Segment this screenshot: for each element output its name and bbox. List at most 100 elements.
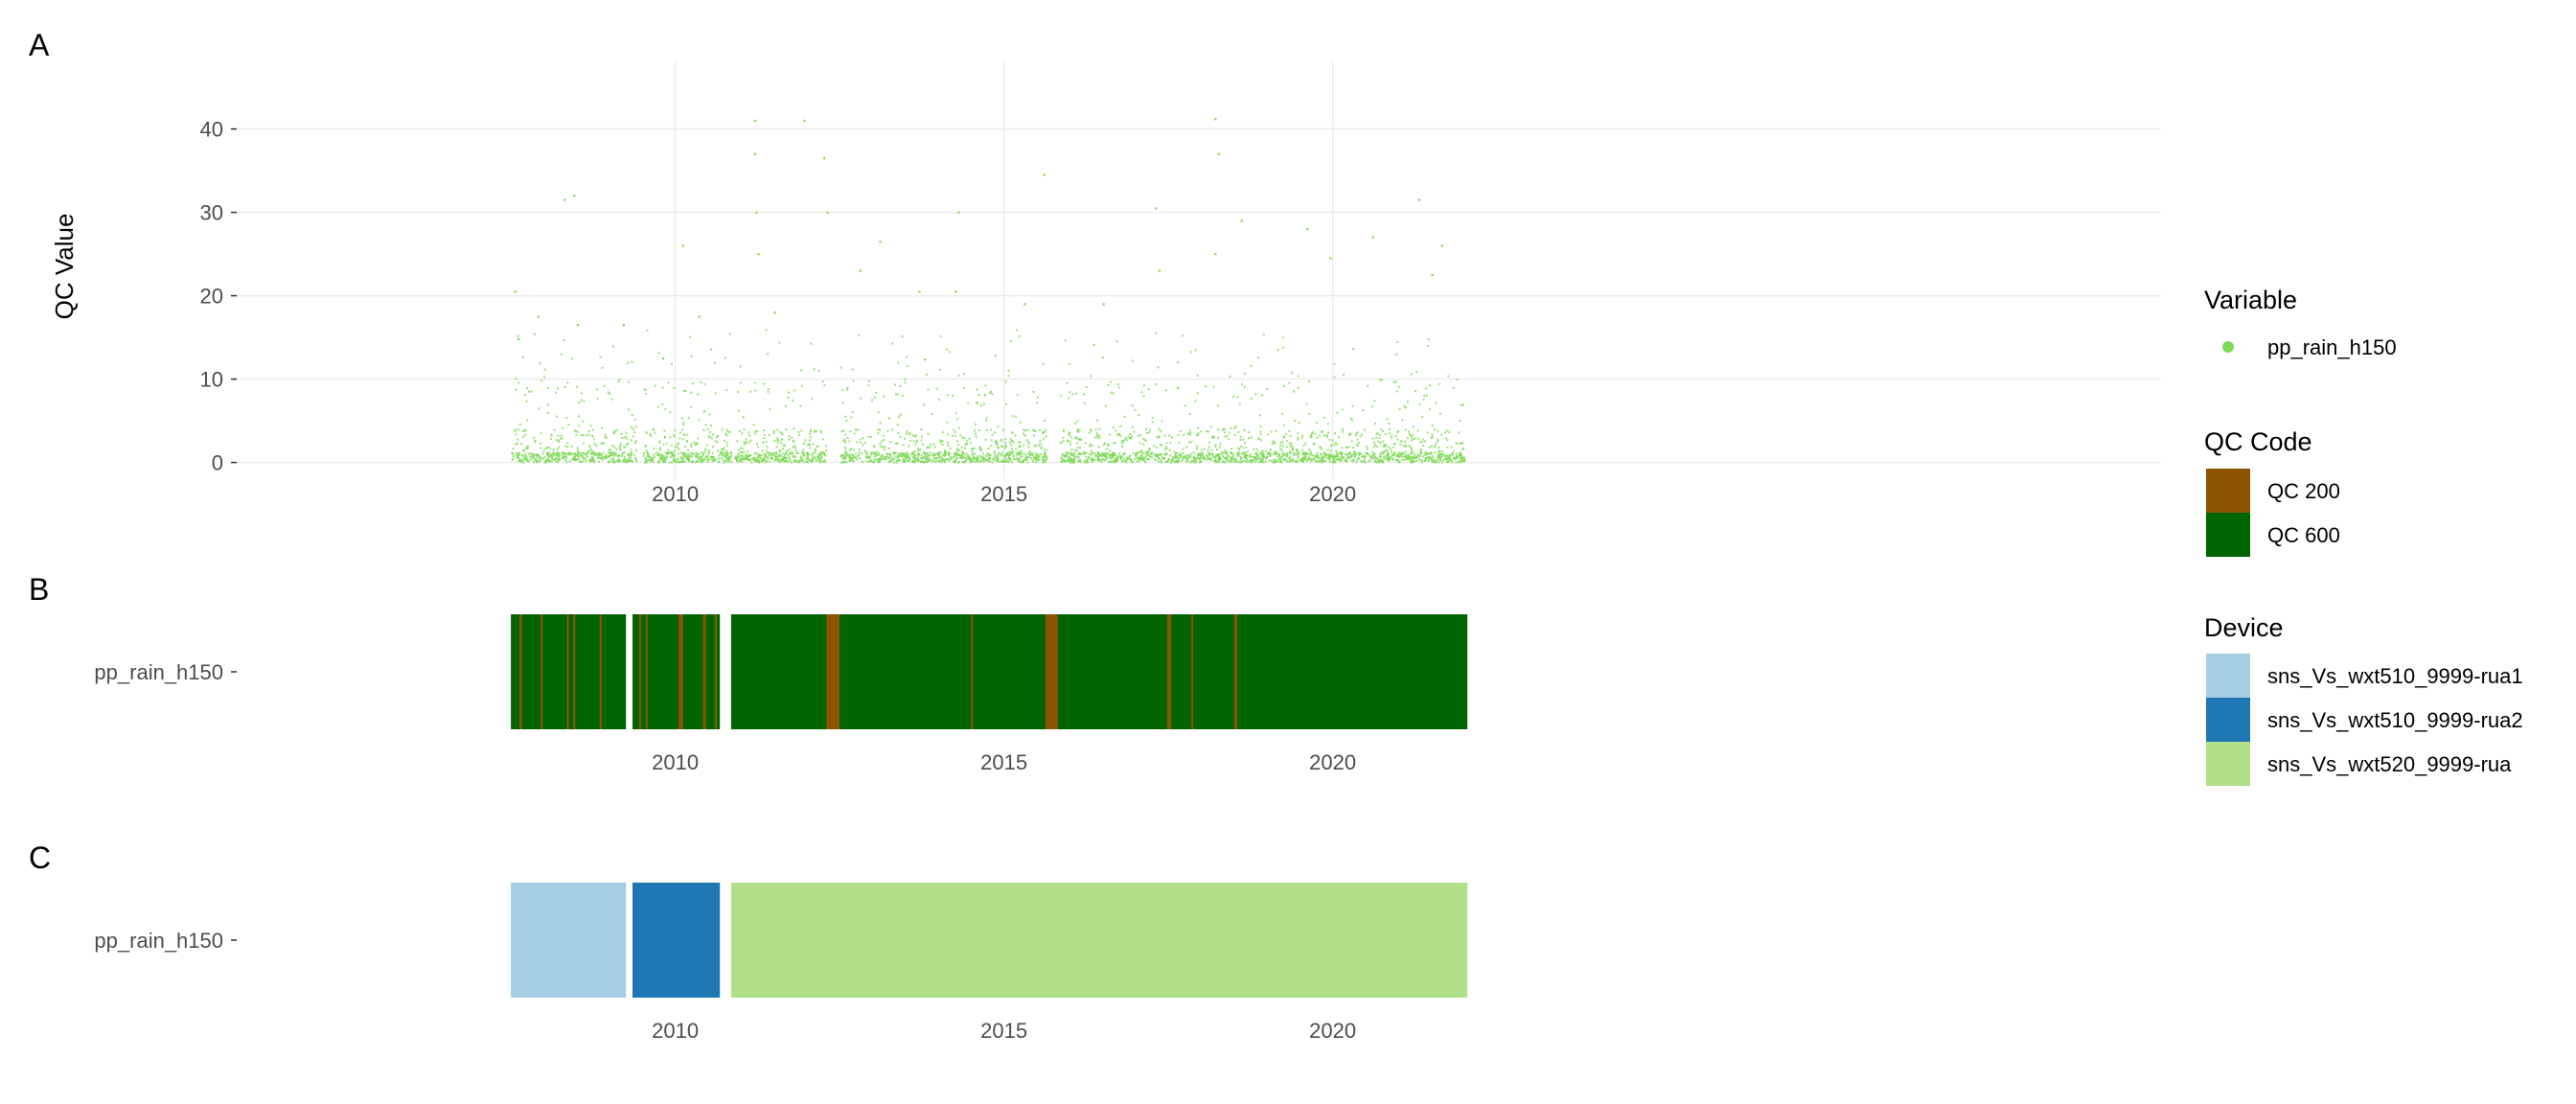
data-point (1460, 442, 1462, 445)
data-point (1115, 458, 1117, 461)
data-point (1333, 443, 1336, 446)
data-point (696, 452, 699, 455)
data-point (1067, 452, 1069, 455)
data-point (1285, 454, 1288, 457)
data-point (1282, 385, 1285, 388)
data-point (1300, 458, 1302, 461)
data-point (908, 439, 911, 442)
data-point (1238, 448, 1241, 450)
data-point (1425, 452, 1428, 455)
data-point (756, 430, 759, 433)
data-point (1039, 428, 1042, 431)
data-point (1208, 454, 1210, 457)
data-point (1288, 456, 1291, 459)
data-point (1136, 453, 1138, 456)
data-point (1414, 456, 1416, 459)
data-point (1085, 451, 1088, 454)
data-point (1159, 453, 1162, 456)
data-point (1096, 436, 1099, 439)
data-point (1104, 459, 1107, 462)
data-point (1455, 456, 1458, 459)
data-point (1092, 452, 1095, 455)
data-point (1003, 441, 1006, 444)
data-point (1298, 459, 1300, 462)
data-point (1336, 411, 1339, 414)
data-point (671, 362, 673, 365)
data-point (593, 461, 595, 464)
data-point (1019, 452, 1022, 455)
data-point (596, 397, 599, 400)
data-point (811, 398, 814, 401)
data-point (776, 437, 779, 440)
data-point (1320, 461, 1322, 464)
data-point (584, 457, 586, 460)
data-point (745, 453, 748, 456)
data-point (519, 461, 522, 464)
data-point (1024, 429, 1027, 432)
data-point (1007, 370, 1010, 372)
data-point (567, 424, 570, 426)
data-point (908, 432, 911, 435)
data-point (787, 397, 790, 399)
data-point (896, 456, 899, 459)
data-point (702, 454, 704, 457)
data-point (735, 455, 737, 458)
data-point (745, 455, 748, 458)
data-point (574, 452, 577, 455)
data-point (577, 452, 580, 455)
data-point (1433, 459, 1436, 462)
data-point (1177, 386, 1180, 389)
data-point (1006, 451, 1009, 454)
data-point (556, 451, 559, 454)
data-point (935, 387, 938, 390)
data-point (1182, 458, 1184, 460)
data-point (1268, 451, 1271, 454)
data-point (725, 442, 728, 445)
data-point (820, 460, 823, 463)
data-point (1410, 452, 1413, 455)
data-point (536, 453, 539, 456)
data-point (1015, 415, 1018, 418)
data-point (1411, 448, 1414, 450)
data-point (942, 454, 945, 456)
data-point-peak (1431, 273, 1434, 277)
data-point (883, 448, 886, 451)
data-point (728, 333, 731, 335)
data-point (1418, 454, 1421, 457)
data-point (1227, 460, 1230, 462)
data-point (630, 456, 632, 459)
data-point (914, 453, 917, 456)
data-point-peak (1306, 228, 1309, 231)
data-point (1061, 459, 1064, 462)
data-point (1116, 434, 1119, 437)
data-point (1138, 450, 1141, 453)
data-point (1094, 436, 1097, 439)
panel-b-tiles (511, 614, 1468, 729)
data-point (743, 450, 746, 453)
data-point (673, 457, 676, 460)
data-point (650, 434, 653, 437)
data-point (1004, 380, 1007, 383)
data-point (626, 460, 629, 463)
data-point (941, 440, 944, 443)
data-point (556, 448, 559, 450)
data-point (664, 407, 667, 410)
data-point (576, 448, 579, 451)
data-point (723, 447, 725, 449)
data-point (1426, 344, 1429, 347)
data-point (1219, 456, 1222, 459)
data-point (525, 456, 528, 459)
data-point (1147, 450, 1150, 453)
data-point (1237, 451, 1240, 454)
data-point (1129, 458, 1132, 461)
data-point (694, 461, 697, 464)
data-point (628, 453, 631, 456)
data-point (1359, 452, 1362, 455)
data-point (1455, 455, 1458, 458)
data-point (1303, 457, 1306, 460)
data-point (1068, 457, 1070, 460)
data-point (864, 460, 867, 463)
data-point (535, 457, 538, 460)
data-point (657, 405, 659, 408)
data-point (1282, 436, 1285, 439)
